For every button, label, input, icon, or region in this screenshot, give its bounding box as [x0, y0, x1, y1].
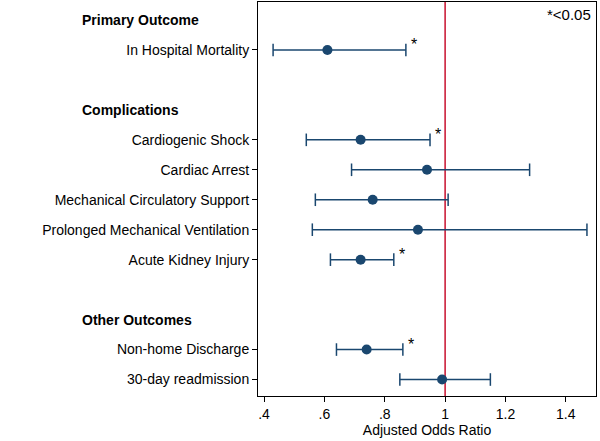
svg-text:Adjusted Odds Ratio: Adjusted Odds Ratio — [363, 422, 492, 438]
svg-text:*: * — [435, 126, 441, 143]
svg-text:Cardiac Arrest: Cardiac Arrest — [160, 162, 249, 178]
svg-text:Cardiogenic Shock: Cardiogenic Shock — [132, 132, 251, 148]
svg-text:.8: .8 — [379, 406, 391, 422]
svg-text:Complications: Complications — [82, 102, 179, 118]
svg-text:.6: .6 — [319, 406, 331, 422]
svg-text:In Hospital Mortality: In Hospital Mortality — [126, 42, 249, 58]
svg-text:Prolonged Mechanical Ventilati: Prolonged Mechanical Ventilation — [42, 222, 249, 238]
svg-text:Other Outcomes: Other Outcomes — [82, 312, 192, 328]
svg-text:*: * — [399, 246, 405, 263]
svg-text:1: 1 — [441, 406, 449, 422]
svg-text:*<0.05: *<0.05 — [547, 6, 591, 23]
svg-text:*: * — [408, 336, 414, 353]
svg-text:.4: .4 — [258, 406, 270, 422]
svg-text:Acute Kidney Injury: Acute Kidney Injury — [129, 252, 250, 268]
svg-text:30-day readmission: 30-day readmission — [127, 371, 249, 387]
svg-text:Non-home Discharge: Non-home Discharge — [117, 341, 249, 357]
svg-text:1.2: 1.2 — [496, 406, 516, 422]
svg-text:*: * — [411, 36, 417, 53]
svg-text:1.4: 1.4 — [556, 406, 576, 422]
svg-text:Mechanical Circulatory Support: Mechanical Circulatory Support — [55, 192, 250, 208]
svg-text:Primary Outcome: Primary Outcome — [82, 12, 199, 28]
